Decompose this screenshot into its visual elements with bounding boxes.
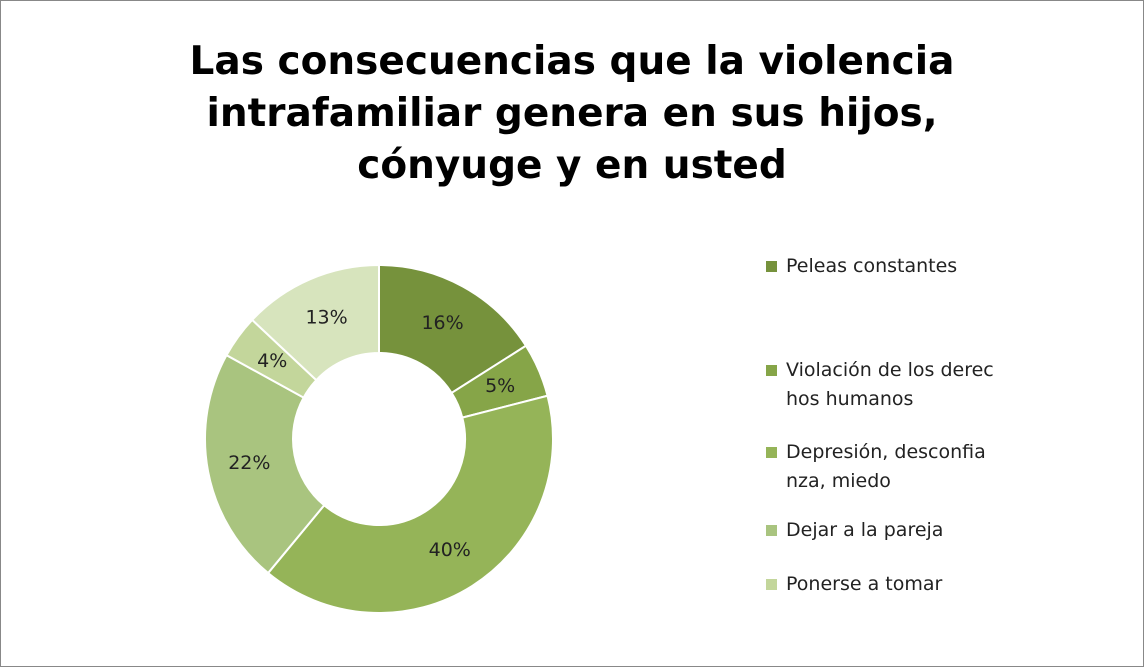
legend-item: Depresión, desconfianza, miedo xyxy=(766,438,996,496)
legend-swatch xyxy=(766,447,777,458)
legend-label: Peleas constantes xyxy=(786,255,958,277)
legend-label: Dejar a la pareja xyxy=(786,519,944,541)
data-label: 13% xyxy=(305,306,347,328)
donut-slice xyxy=(204,353,326,575)
legend-item: Peleas constantes xyxy=(766,252,996,281)
legend-label: Depresión, desconfianza, miedo xyxy=(786,441,986,492)
data-label: 5% xyxy=(485,375,515,397)
legend-swatch xyxy=(766,579,777,590)
legend-label: Ponerse a tomar xyxy=(786,573,943,595)
legend-swatch xyxy=(766,525,777,536)
legend-item: Ponerse a tomar xyxy=(766,570,996,599)
legend-label: Violación de los derechos humanos xyxy=(786,359,994,410)
chart-title: Las consecuencias que la violencia intra… xyxy=(189,39,955,188)
legend-item: Dejar a la pareja xyxy=(766,516,996,545)
data-label: 4% xyxy=(257,350,287,372)
data-label: 22% xyxy=(228,452,270,474)
data-label: 40% xyxy=(429,539,471,561)
legend-swatch xyxy=(766,365,777,376)
legend-swatch xyxy=(766,261,777,272)
legend-item: Violación de los derechos humanos xyxy=(766,356,996,414)
donut-slice xyxy=(250,263,380,382)
donut-slice xyxy=(266,394,554,614)
data-label: 16% xyxy=(421,312,463,334)
